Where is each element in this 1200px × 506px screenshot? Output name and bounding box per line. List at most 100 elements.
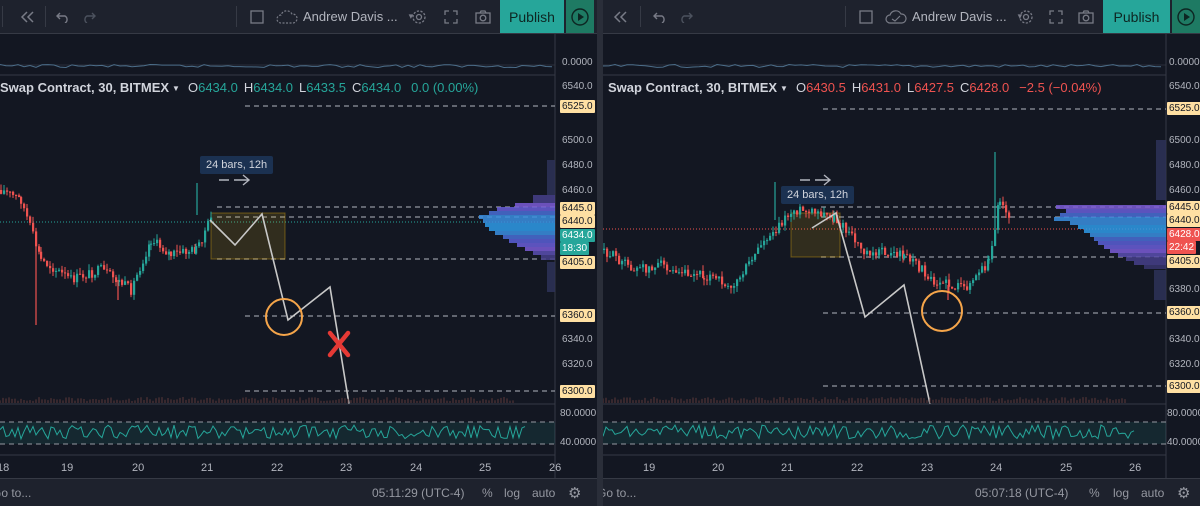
candle-body xyxy=(854,233,857,243)
play-button[interactable] xyxy=(1172,0,1200,33)
candle-body xyxy=(148,244,151,257)
candle-body xyxy=(948,279,951,287)
candle-body xyxy=(12,191,15,195)
auto-toggle[interactable]: auto xyxy=(532,486,556,500)
candle-body xyxy=(207,220,210,231)
log-toggle[interactable]: log xyxy=(1113,486,1130,500)
price-chart-right[interactable] xyxy=(603,33,1200,479)
candle-body xyxy=(678,272,681,274)
redo-icon[interactable] xyxy=(76,0,102,33)
user-menu[interactable]: Andrew Davis ... ▾ xyxy=(276,6,413,27)
candle-body xyxy=(915,258,918,261)
candle-body xyxy=(29,216,32,223)
candle-body xyxy=(999,201,1002,206)
volume-profile xyxy=(479,160,555,292)
redo-icon[interactable] xyxy=(673,0,699,33)
candle-body xyxy=(975,275,978,281)
candle-body xyxy=(153,243,156,245)
vp-bar xyxy=(483,219,555,223)
candle-body xyxy=(972,280,975,284)
goto-button[interactable]: Go to... xyxy=(603,486,637,500)
price-tag-6405: 6405.0 xyxy=(1167,255,1200,268)
candle-body xyxy=(204,230,207,243)
candle-body xyxy=(912,258,915,262)
camera-icon[interactable] xyxy=(1073,0,1099,33)
undo-icon[interactable] xyxy=(50,0,76,33)
percent-toggle[interactable]: % xyxy=(482,486,493,500)
symbol-label[interactable]: Swap Contract, 30, BITMEX ▼ xyxy=(0,80,180,95)
bottom-toolbar: Go to... 05:11:29 (UTC-4) % log auto ⚙ xyxy=(0,478,597,506)
candle-body xyxy=(757,247,760,254)
play-button[interactable] xyxy=(566,0,594,33)
price-tag-6300: 6300.0 xyxy=(560,385,595,398)
candle-body xyxy=(681,272,684,274)
percent-toggle[interactable]: % xyxy=(1089,486,1100,500)
candle-body xyxy=(817,211,820,214)
panel-divider xyxy=(597,0,603,506)
clock[interactable]: 05:07:18 (UTC-4) xyxy=(975,486,1069,500)
candle-body xyxy=(621,260,624,265)
candle-body xyxy=(3,190,6,194)
candle-body xyxy=(162,247,165,252)
price-chart-left[interactable] xyxy=(0,33,597,479)
candle-body xyxy=(808,211,811,213)
vp-bar xyxy=(1090,233,1166,237)
undo-icon[interactable] xyxy=(647,0,673,33)
publish-button[interactable]: Publish xyxy=(500,0,564,33)
candle-body xyxy=(210,217,213,221)
vp-bar xyxy=(489,227,555,231)
candle-body xyxy=(772,232,775,236)
candle-body xyxy=(124,281,127,285)
candle-body xyxy=(179,251,182,253)
settings-gear-icon[interactable] xyxy=(1013,0,1039,33)
target-circle xyxy=(265,298,303,336)
candle-body xyxy=(881,247,884,250)
auto-toggle[interactable]: auto xyxy=(1141,486,1165,500)
rewind-icon[interactable] xyxy=(607,0,633,33)
checkbox-icon[interactable] xyxy=(853,0,879,33)
price-tag-6360: 6360.0 xyxy=(1167,306,1200,319)
checkbox-icon[interactable] xyxy=(244,0,270,33)
measure-label: 24 bars, 12h xyxy=(200,156,274,174)
candle-body xyxy=(0,190,3,194)
publish-button[interactable]: Publish xyxy=(1103,0,1170,33)
candle-body xyxy=(715,275,718,279)
settings-gear-icon[interactable]: ⚙ xyxy=(568,485,582,502)
vp-bar xyxy=(515,203,555,207)
candle-body xyxy=(994,229,997,246)
rewind-icon[interactable] xyxy=(14,0,40,33)
chevron-down-icon: ▾ xyxy=(408,11,414,21)
settings-gear-icon[interactable] xyxy=(406,0,432,33)
settings-gear-icon[interactable]: ⚙ xyxy=(1177,485,1191,502)
candle-body xyxy=(799,206,802,215)
candle-body xyxy=(660,260,663,263)
candle-body xyxy=(173,250,176,257)
candle-body xyxy=(727,285,730,287)
candle-body xyxy=(106,269,109,271)
vp-bar xyxy=(1054,217,1166,221)
candle-body xyxy=(52,268,55,272)
log-toggle[interactable]: log xyxy=(504,486,521,500)
candle-body xyxy=(872,252,875,256)
camera-icon[interactable] xyxy=(470,0,496,33)
candle-body xyxy=(811,208,814,213)
candle-body xyxy=(15,194,18,196)
fullscreen-icon[interactable] xyxy=(1043,0,1069,33)
vp-bar xyxy=(1078,225,1166,229)
candle-body xyxy=(61,269,64,273)
top-osc-bg xyxy=(0,34,555,76)
candle-body xyxy=(76,273,79,283)
candle-body xyxy=(136,274,139,281)
goto-button[interactable]: Go to... xyxy=(0,486,32,500)
candle-body xyxy=(957,283,960,290)
candle-body xyxy=(693,274,696,276)
candle-body xyxy=(666,264,669,271)
candle-body xyxy=(966,286,969,290)
clock[interactable]: 05:11:29 (UTC-4) xyxy=(372,486,465,500)
fullscreen-icon[interactable] xyxy=(438,0,464,33)
symbol-label[interactable]: Swap Contract, 30, BITMEX ▼ xyxy=(608,80,788,95)
vp-bar xyxy=(547,262,555,292)
measure-label: 24 bars, 12h xyxy=(781,186,855,204)
candle-body xyxy=(742,274,745,278)
user-menu[interactable]: Andrew Davis ... ▾ xyxy=(885,6,1022,27)
